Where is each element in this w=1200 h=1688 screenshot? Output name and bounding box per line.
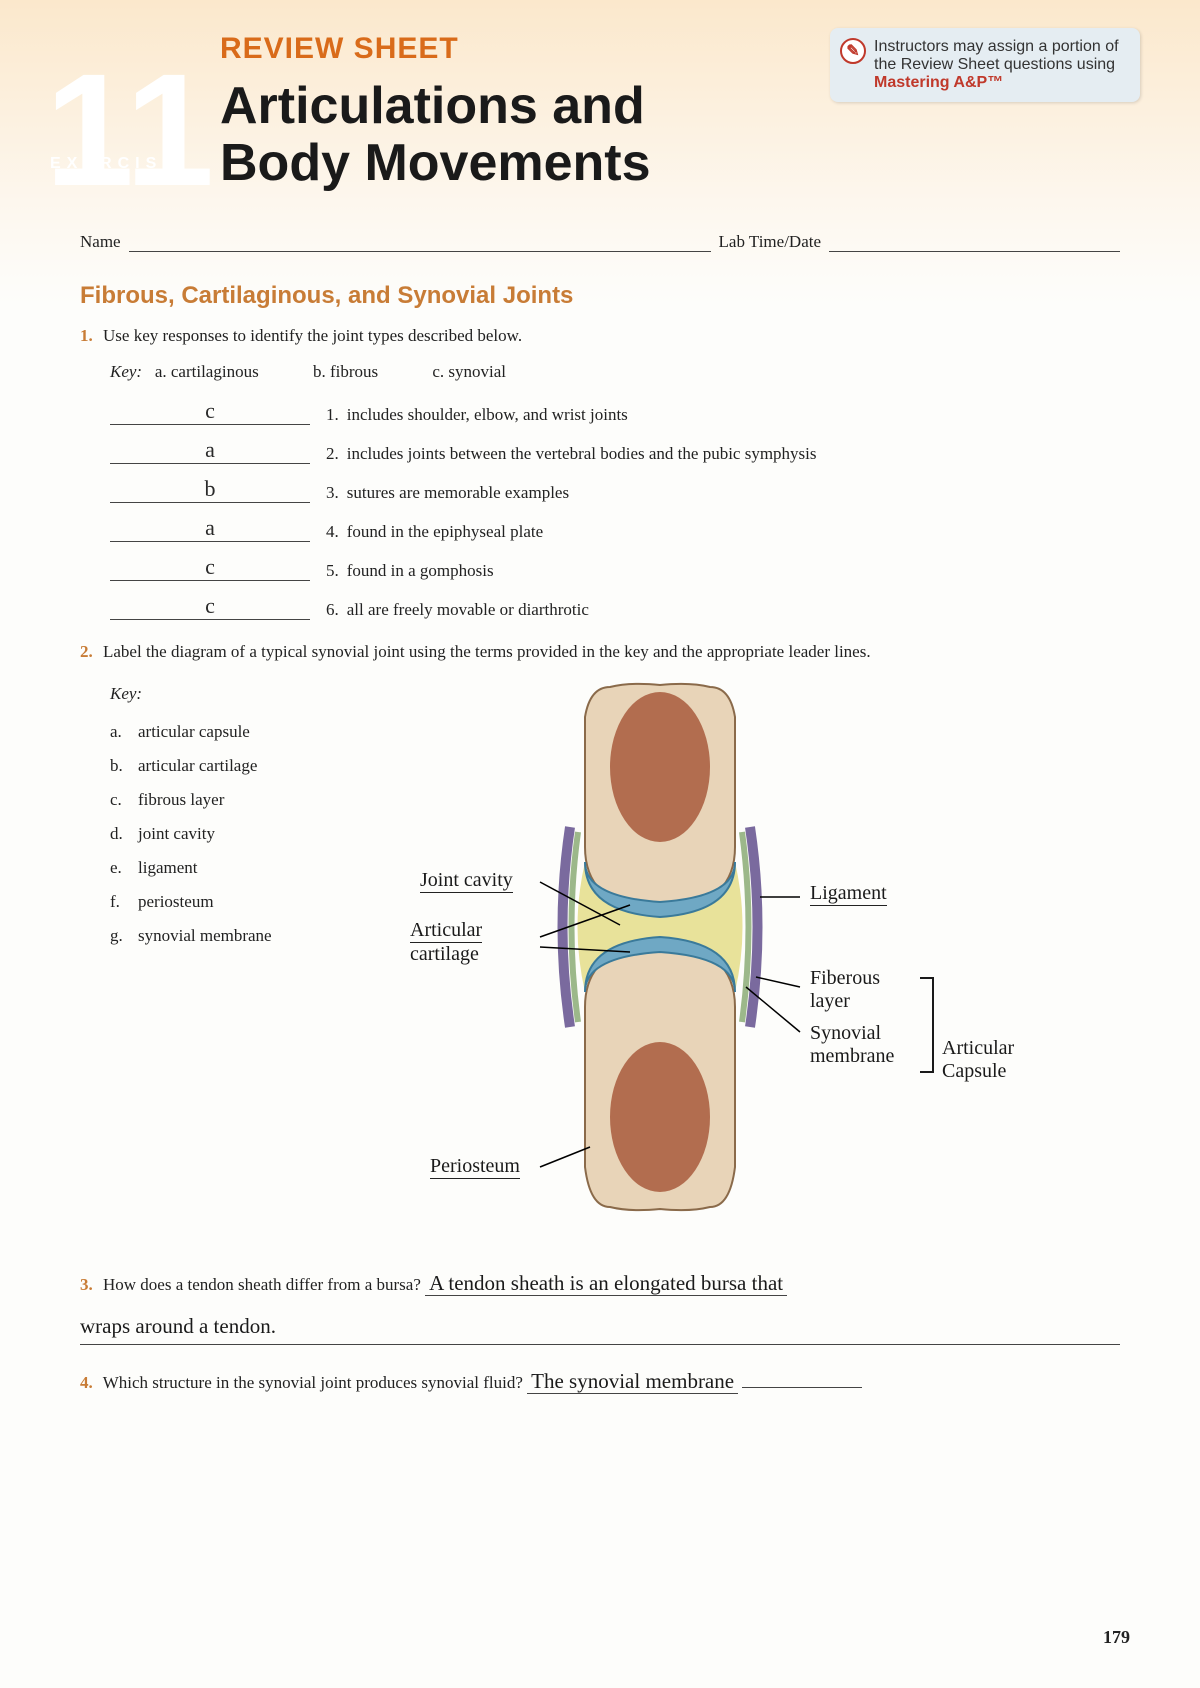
key-item: b.articular cartilage: [110, 749, 370, 783]
key-item: f.periosteum: [110, 885, 370, 919]
key-label: Key:: [110, 684, 142, 703]
answer-blank[interactable]: a: [110, 515, 310, 542]
answer-text: includes shoulder, elbow, and wrist join…: [347, 405, 628, 425]
answer-text: found in a gomphosis: [347, 561, 494, 581]
key-label: Key:: [110, 362, 142, 381]
section-title: Fibrous, Cartilaginous, and Synovial Joi…: [80, 282, 1120, 310]
answer-row: c 5. found in a gomphosis: [110, 554, 1120, 581]
callout-text: Instructors may assign a portion of the …: [874, 38, 1119, 73]
header: 11 EXERCISE REVIEW SHEET Articulations a…: [0, 0, 1200, 212]
answer-blank[interactable]: a: [110, 437, 310, 464]
label-articular-cartilage: Articular cartilage: [410, 919, 482, 966]
answer-blank[interactable]: c: [110, 554, 310, 581]
name-blank[interactable]: [129, 234, 711, 253]
q4-blank-rest[interactable]: [742, 1371, 862, 1388]
q4-number: 4.: [80, 1373, 93, 1392]
q3-answer-2[interactable]: wraps around a tendon.: [80, 1310, 282, 1345]
key-item: g.synovial membrane: [110, 919, 370, 953]
key-item: e.ligament: [110, 851, 370, 885]
label-periosteum: Periosteum: [430, 1155, 520, 1179]
answer-blank[interactable]: c: [110, 398, 310, 425]
label-articular-capsule: Articular Capsule: [942, 1037, 1014, 1083]
answer-row: b 3. sutures are memorable examples: [110, 476, 1120, 503]
content: Name Lab Time/Date Fibrous, Cartilaginou…: [0, 212, 1200, 1450]
answer-num: 3.: [326, 483, 339, 503]
answer-row: c 1. includes shoulder, elbow, and wrist…: [110, 398, 1120, 425]
q3-number: 3.: [80, 1275, 93, 1294]
person-icon: ✎: [840, 38, 866, 64]
exercise-number: 11: [45, 50, 214, 210]
page-number: 179: [1103, 1627, 1130, 1648]
key-a: a. cartilaginous: [155, 362, 259, 381]
capsule-bracket: [920, 977, 934, 1073]
answer-num: 6.: [326, 600, 339, 620]
instructor-callout: ✎ Instructors may assign a portion of th…: [830, 28, 1140, 102]
q1-answers: c 1. includes shoulder, elbow, and wrist…: [110, 398, 1120, 620]
name-label: Name: [80, 232, 121, 252]
answer-text: includes joints between the vertebral bo…: [347, 444, 817, 464]
key-item: c.fibrous layer: [110, 783, 370, 817]
question-1: 1. Use key responses to identify the joi…: [80, 322, 1120, 349]
q2-number: 2.: [80, 642, 93, 661]
lab-label: Lab Time/Date: [719, 232, 821, 252]
q2-key: Key: a.articular capsule b.articular car…: [110, 677, 370, 953]
synovial-joint-diagram: [500, 677, 820, 1217]
answer-row: c 6. all are freely movable or diarthrot…: [110, 593, 1120, 620]
name-row: Name Lab Time/Date: [80, 232, 1120, 252]
label-synovial-membrane: Synovial membrane: [810, 1022, 894, 1068]
question-4: 4. Which structure in the synovial joint…: [80, 1365, 1120, 1399]
label-ligament: Ligament: [810, 882, 887, 906]
q4-text: Which structure in the synovial joint pr…: [103, 1373, 523, 1392]
answer-num: 2.: [326, 444, 339, 464]
answer-row: a 4. found in the epiphyseal plate: [110, 515, 1120, 542]
q3-answer-1[interactable]: A tendon sheath is an elongated bursa th…: [425, 1271, 787, 1296]
answer-text: all are freely movable or diarthrotic: [347, 600, 589, 620]
answer-row: a 2. includes joints between the vertebr…: [110, 437, 1120, 464]
answer-num: 1.: [326, 405, 339, 425]
answer-blank[interactable]: c: [110, 593, 310, 620]
key-c: c. synovial: [432, 362, 506, 381]
answer-text: sutures are memorable examples: [347, 483, 569, 503]
worksheet-page: 11 EXERCISE REVIEW SHEET Articulations a…: [0, 0, 1200, 1688]
label-fibrous-layer: Fiberous layer: [810, 967, 880, 1013]
diagram-area: Key: a.articular capsule b.articular car…: [80, 677, 1120, 1237]
exercise-label: EXERCISE: [50, 155, 179, 173]
answer-num: 5.: [326, 561, 339, 581]
q3-text: How does a tendon sheath differ from a b…: [103, 1275, 421, 1294]
answer-num: 4.: [326, 522, 339, 542]
q4-answer[interactable]: The synovial membrane: [527, 1369, 738, 1394]
lab-blank[interactable]: [829, 234, 1120, 253]
key-item: d.joint cavity: [110, 817, 370, 851]
question-3: 3. How does a tendon sheath differ from …: [80, 1267, 1120, 1345]
q2-text: Label the diagram of a typical synovial …: [103, 642, 871, 661]
callout-brand: Mastering A&P™: [874, 74, 1003, 91]
q1-key: Key: a. cartilaginous b. fibrous c. syno…: [110, 362, 1120, 382]
key-item: a.articular capsule: [110, 715, 370, 749]
answer-text: found in the epiphyseal plate: [347, 522, 543, 542]
key-b: b. fibrous: [313, 362, 378, 381]
main-title-line2: Body Movements: [220, 135, 1140, 192]
label-joint-cavity: Joint cavity: [420, 869, 513, 893]
question-2: 2. Label the diagram of a typical synovi…: [80, 638, 1120, 665]
q1-text: Use key responses to identify the joint …: [103, 326, 522, 345]
answer-blank[interactable]: b: [110, 476, 310, 503]
q1-number: 1.: [80, 326, 93, 345]
q3-blank-rest[interactable]: [282, 1326, 1120, 1345]
